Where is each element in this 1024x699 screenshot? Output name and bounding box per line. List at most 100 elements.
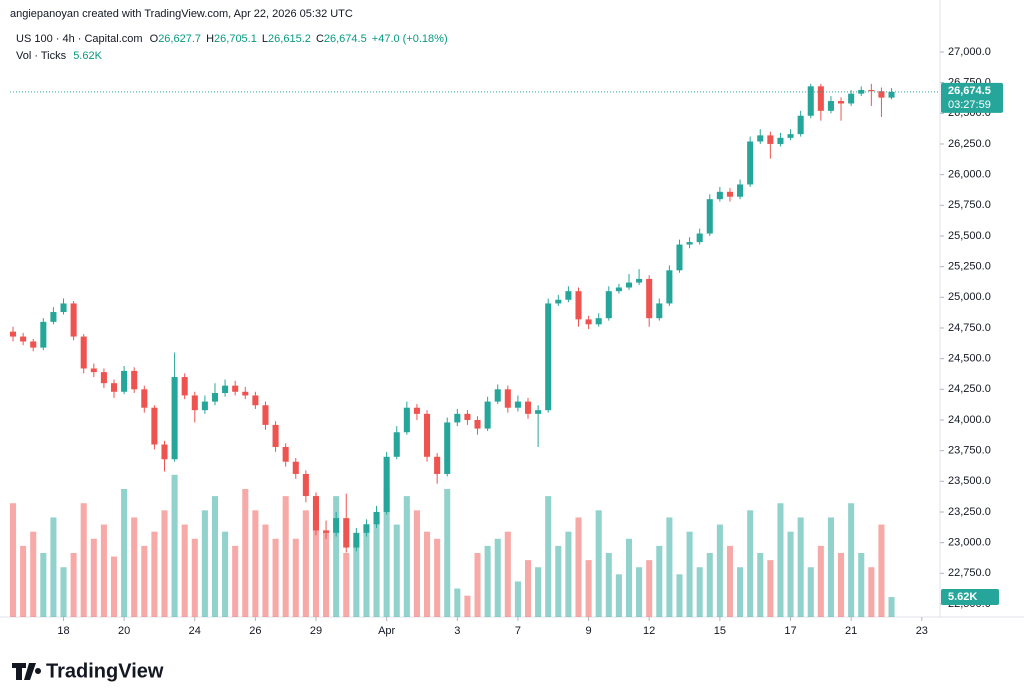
- candle-body: [222, 385, 229, 393]
- volume-bar: [585, 560, 592, 617]
- volume-bar: [323, 531, 330, 617]
- volume-axis-label: 5.62K: [948, 591, 977, 603]
- volume-bar: [636, 567, 643, 617]
- volume-bar: [827, 517, 834, 617]
- volume-bar: [121, 489, 128, 617]
- candle-body: [333, 518, 340, 533]
- volume-bar: [757, 553, 764, 617]
- volume-bar: [252, 510, 259, 617]
- volume-bar: [474, 553, 481, 617]
- candle-body: [161, 444, 168, 460]
- y-tick-label: 24,500.0: [948, 353, 991, 365]
- candle-body: [282, 446, 289, 462]
- candle-body: [363, 524, 370, 533]
- open-key: O: [150, 33, 159, 45]
- candle-body: [474, 419, 481, 429]
- y-tick-label: 23,750.0: [948, 445, 991, 457]
- credit: angiepanoyan created with TradingView.co…: [10, 8, 353, 20]
- candle-body: [848, 93, 855, 104]
- candle-body: [403, 407, 410, 433]
- y-tick-label: 23,000.0: [948, 537, 991, 549]
- volume-title: Vol · Ticks: [16, 50, 67, 62]
- candle-body: [50, 312, 57, 322]
- close-value: 26,674.5: [324, 33, 367, 45]
- volume-bar: [50, 517, 57, 617]
- candle-body: [252, 395, 259, 406]
- candle-body: [555, 299, 562, 304]
- volume-bar: [40, 553, 47, 617]
- volume-bar: [565, 531, 572, 617]
- x-tick-label: 18: [57, 625, 69, 637]
- volume-bar: [181, 524, 188, 617]
- volume-bar: [767, 560, 774, 617]
- volume-bar: [272, 538, 279, 617]
- close-key: C: [316, 33, 324, 45]
- volume-bar: [171, 474, 178, 617]
- candle-body: [40, 321, 47, 348]
- volume-bar: [70, 553, 77, 617]
- candle-body: [737, 184, 744, 197]
- volume-bar: [747, 510, 754, 617]
- candle-body: [888, 91, 895, 98]
- candle-body: [545, 303, 552, 411]
- x-tick-label: 15: [714, 625, 726, 637]
- x-tick-label: 23: [916, 625, 928, 637]
- volume-bar: [484, 545, 491, 617]
- candle-body: [787, 134, 794, 138]
- volume-bar: [797, 517, 804, 617]
- x-tick-label: 9: [586, 625, 592, 637]
- candle-body: [605, 291, 612, 319]
- candle-body: [747, 141, 754, 185]
- candle-body: [191, 395, 198, 411]
- candle-body: [726, 191, 733, 197]
- volume-bar: [211, 496, 219, 617]
- plot-area: [10, 83, 895, 617]
- candle-body: [110, 383, 118, 392]
- high-key: H: [206, 33, 214, 45]
- candle-body: [686, 242, 693, 245]
- candle-body: [676, 244, 683, 271]
- volume-bar: [595, 510, 602, 617]
- volume-bar: [696, 567, 703, 617]
- x-tick-label: 29: [310, 625, 322, 637]
- volume-bar: [302, 510, 309, 617]
- candle-body: [141, 389, 148, 408]
- volume-bar: [232, 545, 239, 617]
- symbol: US 100 · 4h · Capital.com: [16, 33, 143, 45]
- volume-bar: [333, 496, 340, 617]
- candle-body: [413, 407, 420, 414]
- candle-body: [70, 303, 77, 337]
- volume-bar: [383, 489, 390, 617]
- legend-line: US 100 · 4h · Capital.com O26,627.7 H26,…: [16, 33, 448, 45]
- candle-body: [302, 473, 309, 497]
- volume-bar: [777, 503, 784, 617]
- volume-bar: [363, 524, 370, 617]
- candle-body: [504, 389, 511, 408]
- volume-bar: [625, 538, 633, 617]
- candle-body: [242, 391, 249, 396]
- volume-bar: [434, 538, 441, 617]
- x-tick-label: 3: [454, 625, 460, 637]
- volume-bar: [605, 553, 612, 617]
- candle-body: [10, 331, 17, 337]
- volume-bar: [454, 588, 461, 617]
- volume-bar: [888, 597, 895, 617]
- volume-bar: [444, 489, 451, 617]
- y-tick-label: 26,250.0: [948, 138, 991, 150]
- candle-body: [393, 432, 400, 457]
- volume-bar: [817, 545, 824, 617]
- volume-bar: [373, 517, 380, 617]
- volume-bar: [807, 567, 814, 617]
- volume-bar: [242, 489, 249, 617]
- countdown-label: 03:27:59: [948, 99, 991, 111]
- volume-bar: [878, 524, 885, 617]
- candle-body: [514, 401, 521, 408]
- candle-body: [575, 291, 582, 320]
- candle-body: [292, 461, 299, 474]
- volume-box: [941, 589, 999, 606]
- candle-body: [646, 278, 653, 319]
- candle-body: [777, 137, 784, 144]
- volume-bar: [161, 510, 168, 617]
- candle-body: [716, 191, 723, 200]
